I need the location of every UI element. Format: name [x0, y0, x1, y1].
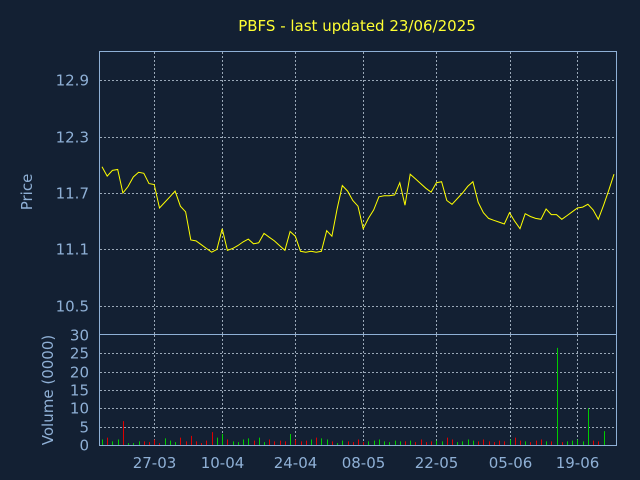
price-tick-label: 11.1: [56, 241, 89, 259]
x-tick-label: 27-03: [133, 454, 177, 472]
price-tick-label: 10.5: [56, 298, 89, 316]
price-y-tick-labels: 12.9 12.3 11.7 11.1 10.5: [56, 72, 89, 316]
price-gridlines: [100, 52, 616, 334]
price-tick-label: 12.3: [56, 129, 89, 147]
volume-bars: [102, 347, 605, 445]
x-tick-labels: 27-03 10-04 24-04 08-05 22-05 05-06 19-06: [133, 454, 600, 472]
volume-tick-label: 15: [70, 382, 89, 400]
volume-axis-label: Volume (0000): [39, 335, 57, 445]
x-tick-label: 05-06: [489, 454, 533, 472]
chart-title: PBFS - last updated 23/06/2025: [238, 17, 476, 35]
volume-tick-label: 30: [70, 327, 89, 345]
volume-panel-frame: [99, 334, 617, 446]
x-tick-label: 08-05: [342, 454, 386, 472]
volume-gridlines: [100, 335, 616, 445]
price-tick-label: 11.7: [56, 185, 89, 203]
x-tick-label: 22-05: [415, 454, 459, 472]
x-tick-label: 24-04: [274, 454, 318, 472]
volume-tick-label: 5: [79, 419, 89, 437]
volume-tick-label: 0: [79, 437, 89, 455]
volume-tick-label: 10: [70, 400, 89, 418]
price-tick-label: 12.9: [56, 72, 89, 90]
volume-tick-label: 20: [70, 364, 89, 382]
price-line: [101, 166, 615, 253]
x-tick-label: 19-06: [556, 454, 600, 472]
price-axis-label: Price: [18, 174, 36, 211]
x-tick-label: 10-04: [201, 454, 245, 472]
volume-tick-label: 25: [70, 345, 89, 363]
